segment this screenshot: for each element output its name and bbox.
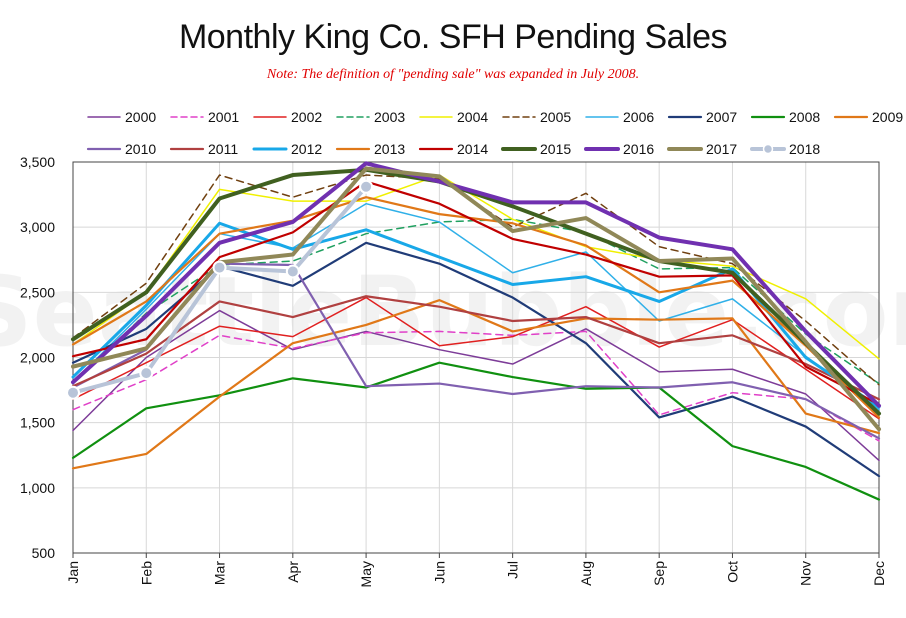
x-tick-label: Apr: [285, 561, 301, 583]
legend-item-2010: 2010: [86, 141, 156, 157]
legend-item-2015: 2015: [501, 141, 571, 157]
series-line-2000: [72, 309, 880, 462]
legend-item-2002: 2002: [253, 109, 322, 125]
series-line-2001: [72, 330, 880, 442]
legend-label: 2015: [540, 141, 571, 157]
x-tick-label: Oct: [724, 561, 740, 583]
x-tick-label: Dec: [871, 561, 887, 586]
x-tick-label: Jan: [65, 561, 81, 584]
legend: 2000 2001 2002 2003 2004 2005 2006 2007 2008 2009…: [86, 109, 903, 157]
y-tick-label: 3,000: [20, 219, 55, 235]
legend-marker: [762, 143, 774, 155]
data-point-2018: [359, 179, 374, 194]
chart-subtitle: Note: The definition of "pending sale" w…: [266, 67, 640, 82]
series-line-2009: [71, 299, 881, 470]
legend-label: 2001: [208, 109, 239, 125]
legend-label: 2016: [623, 141, 654, 157]
legend-item-2006: 2006: [585, 109, 654, 125]
plot-frame: [72, 161, 880, 554]
legend-label: 2018: [789, 141, 820, 157]
y-tick-label: 1,500: [20, 415, 55, 431]
legend-label: 2005: [540, 109, 571, 125]
data-point-2018: [66, 385, 80, 400]
series-line-2008: [71, 361, 881, 501]
y-tick-label: 500: [32, 545, 56, 561]
x-tick-label: Jun: [431, 561, 447, 584]
legend-label: 2008: [789, 109, 820, 125]
legend-label: 2017: [706, 141, 737, 157]
series-line-2003: [72, 218, 880, 385]
legend-item-2014: 2014: [418, 141, 488, 157]
legend-item-2007: 2007: [667, 109, 737, 125]
legend-item-2008: 2008: [750, 109, 820, 125]
x-tick-label: Sep: [651, 561, 667, 586]
series-line-2002: [72, 296, 880, 420]
legend-item-2017: 2017: [667, 141, 737, 157]
legend-label: 2012: [291, 141, 322, 157]
x-tick-label: Feb: [138, 561, 154, 585]
y-tick-label: 2,500: [20, 284, 55, 300]
x-tick-label: Mar: [212, 561, 228, 585]
legend-label: 2014: [457, 141, 488, 157]
legend-item-2005: 2005: [502, 109, 571, 125]
legend-item-2009: 2009: [833, 109, 903, 125]
legend-label: 2000: [125, 109, 156, 125]
legend-item-2001: 2001: [170, 109, 239, 125]
x-tick-label: Aug: [578, 561, 594, 586]
legend-item-2011: 2011: [169, 141, 238, 157]
y-tick-label: 1,000: [20, 480, 55, 496]
legend-item-2016: 2016: [584, 141, 654, 157]
x-tick-label: May: [358, 561, 374, 587]
data-point-2018: [139, 366, 154, 381]
series-line-2017: [71, 166, 881, 432]
chart-title: Monthly King Co. SFH Pending Sales: [178, 18, 728, 56]
legend-label: 2009: [872, 109, 903, 125]
legend-label: 2010: [125, 141, 156, 157]
x-tick-label: Jul: [505, 561, 521, 579]
axes: 500 1,000 1,500 2,000 2,500 3,000 3,500 Jan Feb M…: [20, 154, 887, 587]
y-tick-label: 3,500: [20, 154, 55, 170]
legend-label: 2003: [374, 109, 405, 125]
series-line-2011: [71, 295, 881, 401]
legend-item-2000: 2000: [87, 109, 156, 125]
legend-item-2004: 2004: [419, 109, 488, 125]
legend-label: 2002: [291, 109, 322, 125]
y-tick-label: 2,000: [20, 350, 55, 366]
legend-label: 2006: [623, 109, 654, 125]
series-lines: [66, 161, 881, 501]
legend-item-2013: 2013: [335, 141, 405, 157]
data-point-2018: [212, 260, 227, 275]
legend-item-2018: 2018: [750, 141, 820, 157]
x-tick-label: Nov: [798, 561, 814, 586]
legend-item-2003: 2003: [336, 109, 405, 125]
legend-label: 2007: [706, 109, 737, 125]
legend-label: 2004: [457, 109, 488, 125]
legend-label: 2013: [374, 141, 405, 157]
legend-item-2012: 2012: [252, 141, 322, 157]
data-point-2018: [285, 264, 300, 279]
series-line-2016: [71, 161, 881, 408]
legend-label: 2011: [208, 141, 238, 157]
series-line-2014: [71, 180, 881, 406]
